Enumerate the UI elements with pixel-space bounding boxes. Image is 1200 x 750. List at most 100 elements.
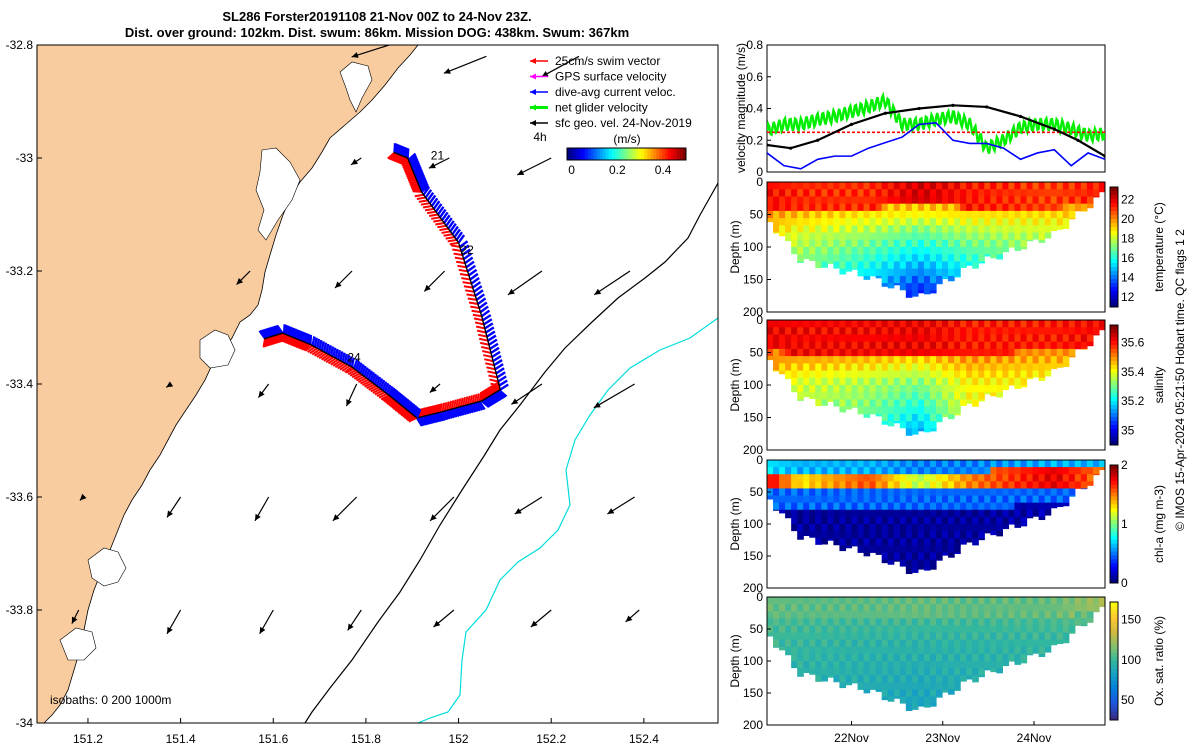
- profile-cell: [990, 502, 997, 511]
- current-vector: [415, 417, 423, 427]
- profile-cell: [1086, 203, 1094, 209]
- profile-cell: [1044, 467, 1052, 475]
- profile-cell: [1002, 661, 1010, 667]
- profile-colorbar-segment: [1110, 508, 1118, 513]
- profile-cell: [851, 327, 859, 336]
- profile-cell: [899, 488, 907, 497]
- colorbar-segment: [581, 148, 586, 160]
- profile-cell: [911, 481, 919, 490]
- profile-cell: [990, 385, 997, 393]
- profile-cell: [923, 196, 931, 205]
- profile-cell: [942, 653, 949, 662]
- profile-cell: [869, 467, 877, 475]
- profile-cell: [887, 552, 895, 561]
- profile-cell: [863, 538, 871, 546]
- profile-cell: [863, 618, 871, 627]
- profile-cell: [917, 696, 925, 705]
- current-vector: [295, 329, 299, 339]
- profile-cell: [911, 341, 919, 350]
- profile-cell: [797, 618, 804, 627]
- profile-cell: [893, 538, 901, 546]
- profile-cell: [1044, 348, 1052, 357]
- swim-vector: [281, 334, 290, 343]
- profile-cell: [899, 481, 907, 490]
- profile-cell: [785, 232, 792, 241]
- profile-cell: [996, 348, 1003, 357]
- profile-colorbar-segment: [1110, 692, 1118, 697]
- profile-cell: [996, 203, 1003, 212]
- profile-cell: [875, 348, 883, 357]
- profile-cell: [966, 203, 973, 212]
- profile-cell: [936, 232, 943, 241]
- profile-cell: [803, 385, 810, 393]
- profile-cell: [978, 182, 985, 190]
- profile-cell: [869, 538, 877, 546]
- profile-cell: [815, 210, 822, 219]
- profile-cell: [797, 502, 804, 511]
- profile-colorbar-segment: [1110, 437, 1118, 442]
- profile-cell: [899, 625, 907, 634]
- colorbar-tick-label: 0.2: [609, 163, 626, 177]
- profile-cell: [966, 531, 973, 539]
- profile-cell: [990, 363, 997, 372]
- profile-colorbar-segment: [1110, 345, 1118, 350]
- profile-cell: [773, 189, 780, 198]
- current-vector: [496, 371, 506, 379]
- profile-cell: [905, 646, 913, 655]
- current-vector: [306, 333, 310, 344]
- profile-cell: [773, 196, 780, 205]
- profile-cell: [839, 481, 847, 490]
- profile-cell: [875, 356, 883, 364]
- profile-cell: [960, 370, 967, 379]
- swim-vector: [476, 329, 487, 334]
- profile-cell: [929, 406, 937, 415]
- profile-cell: [797, 668, 804, 676]
- profile-colorbar-tick-label: 0: [1121, 576, 1128, 590]
- profile-colorbar-segment: [1110, 551, 1118, 556]
- profile-cell: [984, 524, 991, 532]
- profile-cell: [779, 618, 786, 627]
- profile-cell: [869, 682, 877, 690]
- profile-cell: [893, 363, 901, 372]
- profile-cell: [1068, 625, 1076, 634]
- profile-cell: [996, 509, 1003, 518]
- profile-cell: [990, 632, 997, 641]
- profile-cell: [839, 399, 847, 408]
- profile-cell: [833, 604, 841, 612]
- velocity-geo-marker: [849, 122, 854, 126]
- profile-colorbar-segment: [1110, 500, 1118, 505]
- swim-vector: [447, 238, 457, 243]
- profile-cell: [984, 385, 991, 393]
- profile-cell: [1092, 474, 1100, 476]
- profile-cell: [893, 618, 901, 627]
- current-vector: [313, 337, 318, 348]
- profile-cell: [1008, 182, 1016, 190]
- swim-vector: [412, 190, 422, 193]
- profile-cell: [1008, 210, 1016, 219]
- profile-colorbar-tick-label: 12: [1121, 290, 1135, 304]
- profile-cell: [797, 218, 804, 226]
- profile-cell: [1026, 356, 1034, 364]
- profile-cell: [869, 675, 877, 683]
- profile-cell: [911, 502, 919, 511]
- profile-cell: [1020, 341, 1028, 350]
- profile-cell: [845, 474, 853, 482]
- profile-cell: [1026, 618, 1034, 627]
- profile-cell: [1080, 611, 1088, 619]
- profile-cell: [1026, 474, 1034, 482]
- profile-cell: [1074, 467, 1082, 475]
- profile-cell: [887, 218, 895, 226]
- profile-cell: [1038, 502, 1046, 511]
- profile-cell: [954, 210, 961, 219]
- profile-cell: [1014, 334, 1022, 343]
- profile-cell: [893, 385, 901, 393]
- current-vector: [464, 404, 472, 414]
- profile-colorbar-segment: [1110, 251, 1118, 256]
- profile-cell: [923, 399, 931, 408]
- profile-cell: [1086, 597, 1094, 605]
- profile-cell: [960, 356, 967, 364]
- profile-cell: [1044, 604, 1052, 612]
- profile-cell: [929, 189, 937, 198]
- profile-cell: [996, 531, 1003, 537]
